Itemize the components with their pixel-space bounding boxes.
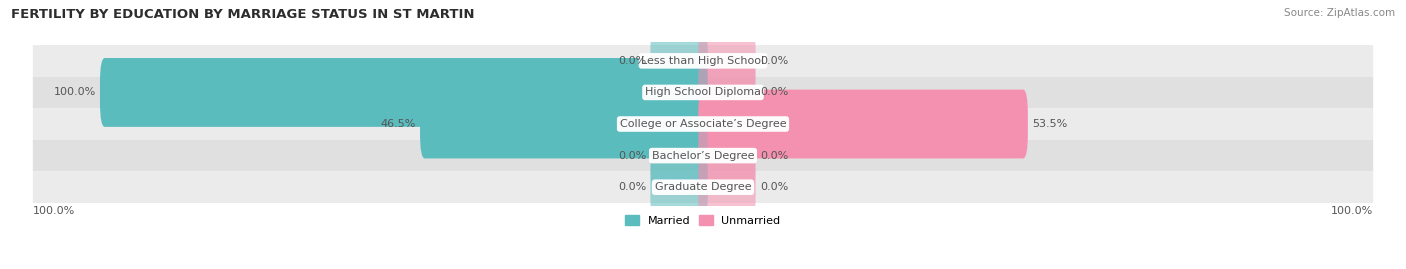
Text: 53.5%: 53.5% [1032, 119, 1067, 129]
Text: Bachelor’s Degree: Bachelor’s Degree [652, 151, 754, 161]
FancyBboxPatch shape [651, 121, 707, 190]
Text: 100.0%: 100.0% [53, 87, 96, 97]
Legend: Married, Unmarried: Married, Unmarried [621, 210, 785, 230]
Text: High School Diploma: High School Diploma [645, 87, 761, 97]
Text: Source: ZipAtlas.com: Source: ZipAtlas.com [1284, 8, 1395, 18]
Text: 0.0%: 0.0% [759, 182, 789, 192]
Text: 0.0%: 0.0% [759, 87, 789, 97]
Text: 0.0%: 0.0% [759, 56, 789, 66]
Text: 0.0%: 0.0% [617, 56, 647, 66]
FancyBboxPatch shape [32, 108, 1374, 140]
Text: 100.0%: 100.0% [1331, 206, 1374, 216]
FancyBboxPatch shape [32, 140, 1374, 171]
Text: 100.0%: 100.0% [32, 206, 75, 216]
FancyBboxPatch shape [420, 90, 707, 158]
FancyBboxPatch shape [100, 58, 707, 127]
FancyBboxPatch shape [651, 153, 707, 222]
Text: 0.0%: 0.0% [617, 151, 647, 161]
Text: Graduate Degree: Graduate Degree [655, 182, 751, 192]
Text: FERTILITY BY EDUCATION BY MARRIAGE STATUS IN ST MARTIN: FERTILITY BY EDUCATION BY MARRIAGE STATU… [11, 8, 475, 21]
Text: 0.0%: 0.0% [617, 182, 647, 192]
FancyBboxPatch shape [699, 121, 755, 190]
Text: College or Associate’s Degree: College or Associate’s Degree [620, 119, 786, 129]
Text: 0.0%: 0.0% [759, 151, 789, 161]
Text: Less than High School: Less than High School [641, 56, 765, 66]
FancyBboxPatch shape [699, 90, 1028, 158]
FancyBboxPatch shape [699, 58, 755, 127]
FancyBboxPatch shape [32, 77, 1374, 108]
FancyBboxPatch shape [32, 171, 1374, 203]
FancyBboxPatch shape [32, 45, 1374, 77]
Text: 46.5%: 46.5% [381, 119, 416, 129]
FancyBboxPatch shape [699, 153, 755, 222]
FancyBboxPatch shape [651, 26, 707, 95]
FancyBboxPatch shape [699, 26, 755, 95]
